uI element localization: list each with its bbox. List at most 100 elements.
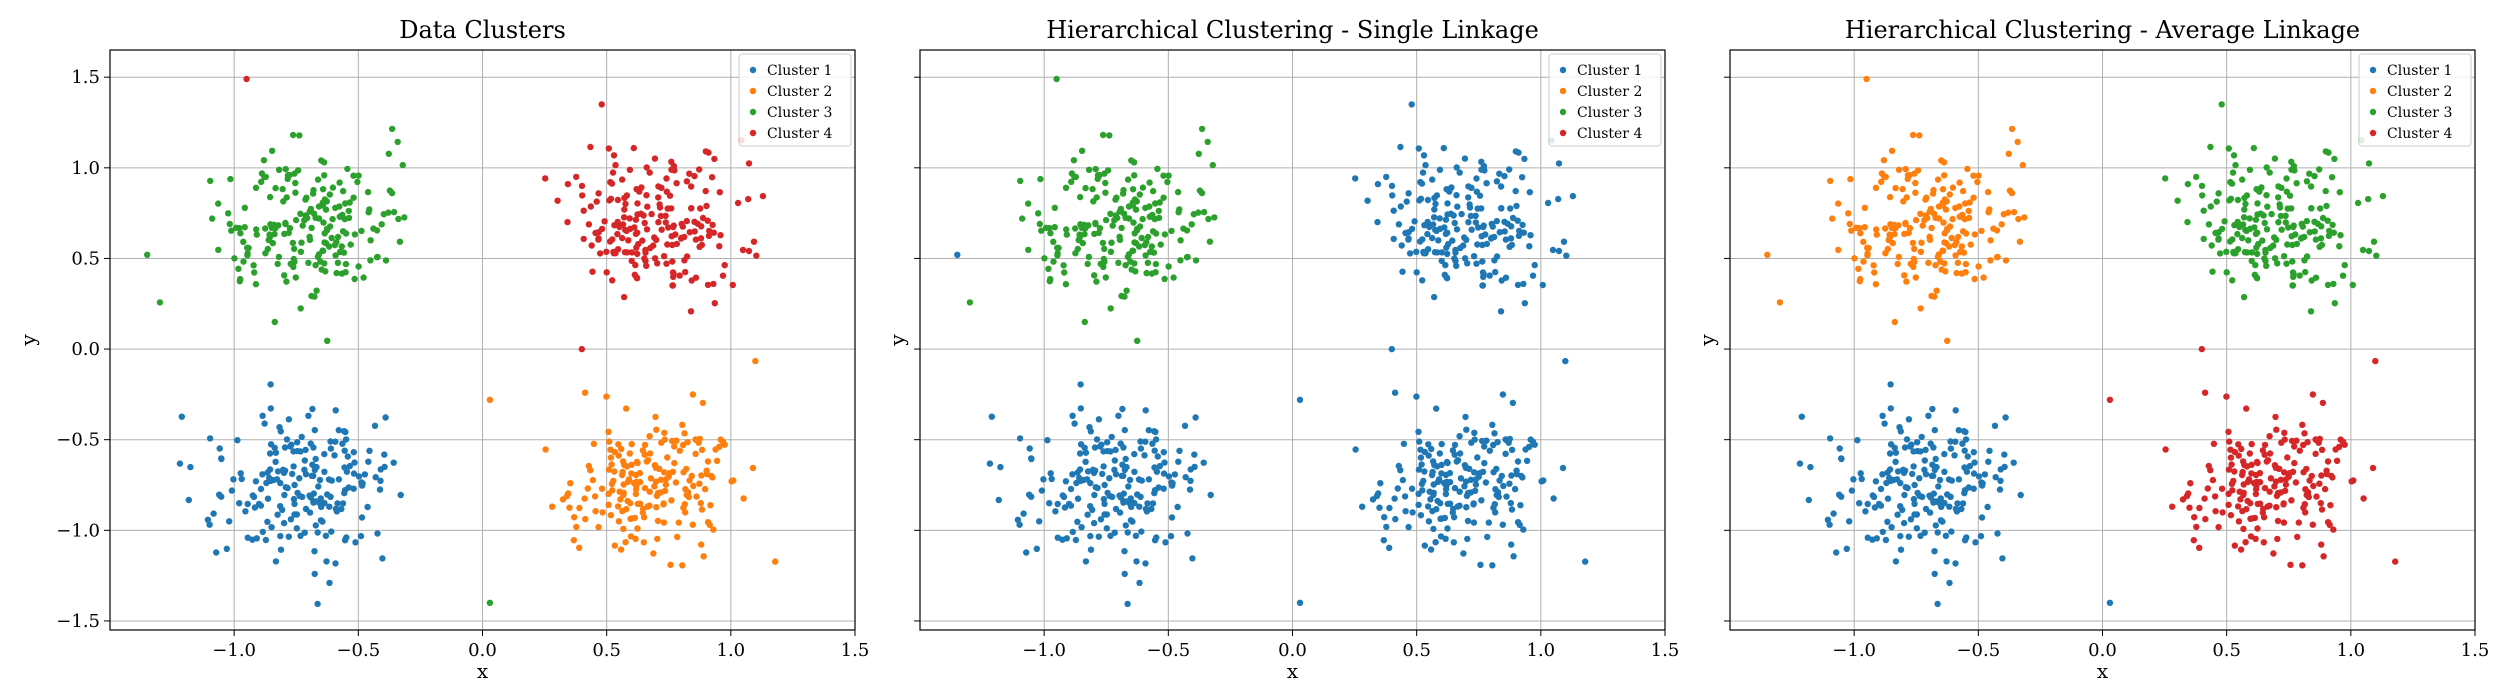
data-point <box>1438 249 1446 256</box>
data-point <box>2329 221 2336 229</box>
data-point <box>297 305 304 312</box>
data-point <box>686 170 693 177</box>
data-point <box>1942 206 1950 213</box>
data-point <box>1095 416 1103 423</box>
data-point <box>2304 489 2312 496</box>
data-point <box>595 523 602 531</box>
data-point <box>1509 399 1517 407</box>
data-point <box>642 257 649 265</box>
data-point <box>2198 182 2206 190</box>
data-point <box>2369 464 2377 472</box>
data-point <box>1452 249 1459 256</box>
data-point <box>1912 216 1920 224</box>
data-point <box>1934 253 1942 260</box>
data-point <box>711 155 718 163</box>
data-point <box>1161 275 1168 283</box>
data-point <box>315 483 322 490</box>
data-point <box>271 318 278 326</box>
data-point <box>671 167 678 174</box>
data-point <box>1958 270 1966 277</box>
data-point <box>1464 535 1471 543</box>
data-point <box>772 558 779 565</box>
data-point <box>1909 470 1916 478</box>
data-point <box>1436 215 1443 222</box>
data-point <box>1111 457 1119 464</box>
data-point <box>2271 255 2279 262</box>
data-point <box>1935 483 1942 490</box>
data-point <box>1145 476 1153 483</box>
data-point <box>1943 225 1951 233</box>
data-point <box>643 192 650 199</box>
data-point <box>1942 532 1950 539</box>
data-point <box>684 489 692 496</box>
x-axis-label: x <box>1287 659 1299 683</box>
data-point <box>1891 318 1899 326</box>
data-point <box>310 472 317 480</box>
data-point <box>1516 521 1523 528</box>
data-point <box>593 198 600 205</box>
data-point <box>578 345 585 353</box>
data-point <box>634 200 641 207</box>
legend-marker <box>2369 108 2377 116</box>
data-point <box>2303 253 2311 260</box>
data-point <box>1501 218 1508 225</box>
data-point <box>1857 470 1864 477</box>
data-point <box>662 481 670 488</box>
data-point <box>1433 405 1440 412</box>
data-point <box>1054 252 1061 259</box>
data-point <box>671 459 678 467</box>
data-point <box>2184 180 2192 188</box>
data-point <box>606 438 613 445</box>
data-point <box>1107 210 1114 217</box>
data-point <box>2239 176 2246 183</box>
data-point <box>1095 229 1103 237</box>
y-tick-label: −1.5 <box>56 611 100 632</box>
data-point <box>279 466 287 473</box>
data-point <box>344 453 351 460</box>
data-point <box>1116 233 1123 240</box>
data-point <box>1099 131 1107 139</box>
data-point <box>1941 450 1948 458</box>
data-point <box>1493 178 1501 185</box>
data-point <box>257 502 265 509</box>
data-point <box>1903 436 1911 443</box>
data-point <box>1498 205 1505 212</box>
data-point <box>2341 261 2348 269</box>
data-point <box>1972 539 1979 546</box>
data-point <box>1895 253 1903 261</box>
data-point <box>2210 440 2218 447</box>
data-point <box>607 446 614 453</box>
data-point <box>623 463 631 470</box>
data-point <box>641 484 649 492</box>
data-point <box>1902 220 1909 228</box>
data-point <box>332 505 340 513</box>
data-point <box>1389 192 1396 199</box>
data-point <box>1474 205 1481 212</box>
data-point <box>287 260 294 268</box>
data-point <box>609 169 617 176</box>
data-point <box>1415 501 1422 508</box>
data-point <box>1856 500 1863 507</box>
data-point <box>304 214 311 222</box>
data-point <box>1861 204 1869 211</box>
data-point <box>1433 463 1441 470</box>
data-point <box>1444 200 1451 207</box>
data-point <box>2319 214 2327 222</box>
data-point <box>1456 502 1463 509</box>
data-point <box>1161 459 1168 466</box>
data-point <box>1869 492 1877 499</box>
data-point <box>1465 183 1472 190</box>
data-point <box>281 272 288 279</box>
data-point <box>223 545 230 552</box>
data-point <box>699 214 707 222</box>
data-point <box>2246 450 2253 457</box>
data-point <box>1910 463 1917 470</box>
data-point <box>1429 468 1436 476</box>
data-point <box>704 281 712 289</box>
data-point <box>1489 562 1496 569</box>
data-point <box>1061 269 1068 276</box>
data-point <box>2296 447 2303 454</box>
data-point <box>734 199 742 207</box>
data-point <box>2266 433 2273 440</box>
data-point <box>1391 495 1398 502</box>
